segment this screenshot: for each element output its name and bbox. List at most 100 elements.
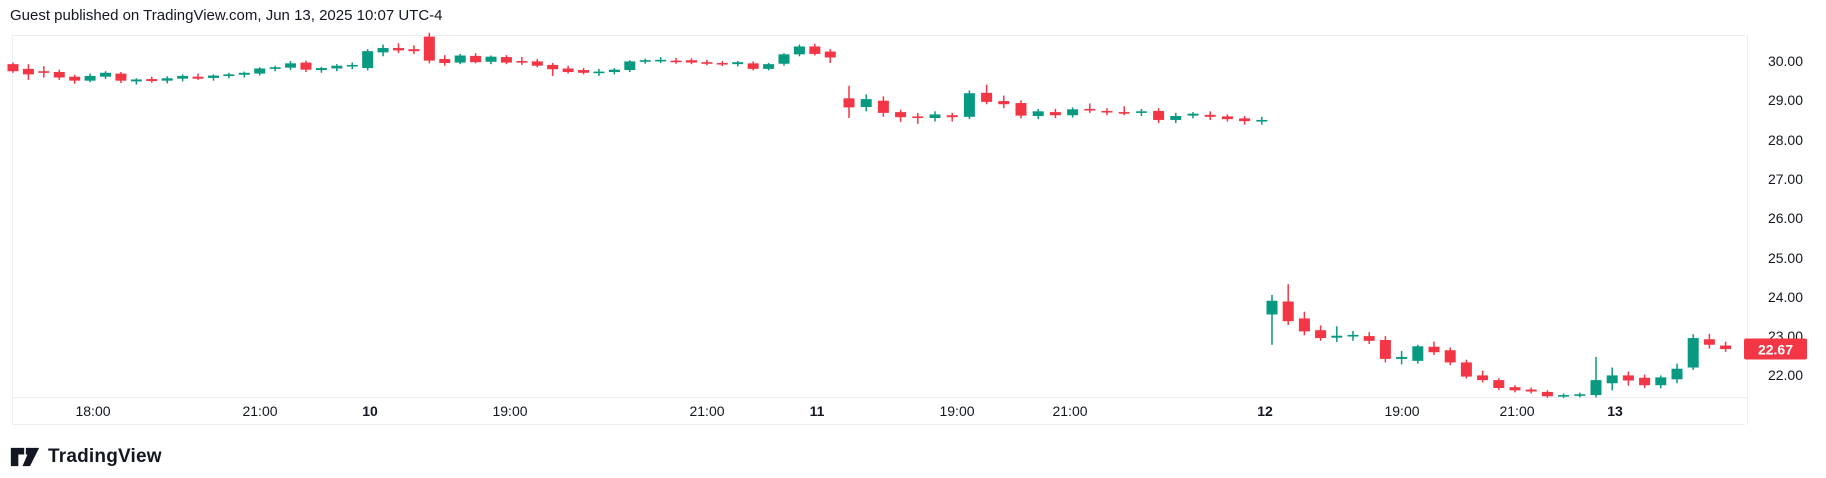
time-tick-label-day: 10	[362, 403, 378, 419]
time-tick-label-day: 11	[809, 403, 825, 419]
candle-body	[1558, 395, 1570, 397]
candle-body	[809, 46, 821, 54]
candle-body	[655, 59, 667, 62]
candle-body	[1118, 112, 1130, 114]
publish-attribution-text: Guest published on TradingView.com, Jun …	[10, 7, 443, 24]
candle-body	[1541, 391, 1553, 397]
price-tick-label: 26.00	[1767, 210, 1803, 227]
candle-body	[593, 71, 605, 74]
candle-body	[1477, 375, 1489, 381]
candle-body	[912, 116, 924, 119]
candle-body	[1639, 377, 1651, 386]
candle-body	[285, 63, 297, 68]
candle-body	[1067, 109, 1079, 116]
last-price-value: 22.67	[1757, 341, 1794, 358]
candle-body	[877, 100, 889, 113]
candle-body	[115, 73, 127, 81]
candle-body	[346, 64, 358, 67]
candle-body	[1525, 389, 1537, 392]
price-axis[interactable]: 30.00 29.00 28.00 27.00 26.00 25.00 24.00 23.00…	[1747, 35, 1826, 397]
candle-body	[716, 62, 728, 65]
brand-text: TradingView	[48, 446, 162, 467]
price-tick-label: 28.00	[1767, 131, 1803, 148]
candle-body	[146, 79, 158, 82]
chart-surface[interactable]	[0, 0, 1826, 430]
candle-body	[269, 67, 281, 69]
candle-body	[1032, 111, 1044, 117]
candle-body	[454, 55, 466, 63]
price-tick-label: 24.00	[1767, 288, 1803, 305]
candle-body	[500, 57, 512, 63]
candle-body	[192, 76, 204, 79]
candle-body	[7, 64, 19, 72]
time-tick-label-day: 13	[1607, 403, 1623, 419]
candle-body	[1412, 346, 1424, 361]
candle-body	[53, 72, 65, 78]
candle-body	[1204, 114, 1216, 117]
tradingview-logo-icon	[10, 447, 40, 467]
time-axis[interactable]: 18:00 21:00 10 19:00 21:00 11 19:00 21:00 12 19:0…	[12, 397, 1747, 424]
candle-body	[177, 75, 189, 79]
candle-body	[1084, 108, 1096, 111]
candle-body	[1101, 110, 1113, 113]
candle-body	[793, 46, 805, 55]
candle-body	[1687, 338, 1699, 368]
candle-body	[860, 99, 872, 107]
candle-body	[1015, 103, 1027, 116]
candle-body	[1135, 111, 1147, 113]
candle-body	[238, 72, 250, 75]
price-tick-label: 25.00	[1767, 249, 1803, 266]
candle-body	[1493, 380, 1505, 388]
candle-body	[1460, 362, 1472, 377]
candle-body	[254, 68, 266, 74]
candle-body	[1331, 335, 1343, 338]
candle-body	[1396, 356, 1408, 359]
candle-body	[1256, 119, 1268, 122]
candle-body	[1703, 339, 1715, 345]
candle-body	[1622, 375, 1634, 381]
candle-body	[315, 68, 327, 71]
candle-body	[1282, 301, 1294, 322]
price-tick-label: 30.00	[1767, 53, 1803, 69]
candle-body	[1720, 345, 1732, 350]
candle-body	[778, 54, 790, 64]
candle-body	[408, 49, 420, 52]
candle-body	[531, 61, 543, 66]
candle-body	[1153, 110, 1165, 120]
last-price-tag: 22.67	[1744, 338, 1807, 360]
time-tick-label: 19:00	[939, 403, 975, 419]
candle-body	[423, 36, 435, 61]
candle-body	[824, 51, 836, 58]
time-tick-label: 21:00	[1499, 403, 1535, 419]
candle-body	[377, 48, 389, 53]
candle-body	[1444, 350, 1456, 363]
candle-body	[331, 65, 343, 69]
tradingview-logo-link[interactable]: TradingView	[10, 444, 162, 470]
candle-body	[69, 76, 81, 81]
candle-body	[624, 61, 636, 71]
price-tick-label: 27.00	[1767, 170, 1803, 187]
candle-body	[895, 112, 907, 118]
candle-body	[1428, 346, 1440, 353]
candle-body	[1363, 336, 1375, 341]
time-tick-label: 21:00	[689, 403, 725, 419]
candle-body	[578, 70, 590, 73]
candle-body	[1187, 113, 1199, 116]
price-tick-label: 29.00	[1767, 92, 1803, 109]
candle-body	[470, 55, 482, 63]
candle-body	[1509, 387, 1521, 391]
candle-body	[439, 59, 451, 63]
candle-body	[223, 74, 235, 76]
candle-body	[1606, 375, 1618, 384]
candle-body	[608, 69, 620, 73]
candle-body	[1221, 116, 1233, 120]
price-tick-label: 22.00	[1767, 367, 1803, 384]
candle-body	[946, 115, 958, 118]
candle-body	[1266, 300, 1278, 315]
candle-body	[639, 60, 651, 62]
candle-body	[393, 48, 404, 51]
time-tick-label: 19:00	[492, 403, 528, 419]
candle-body	[1590, 380, 1602, 396]
time-tick-label: 21:00	[1052, 403, 1088, 419]
